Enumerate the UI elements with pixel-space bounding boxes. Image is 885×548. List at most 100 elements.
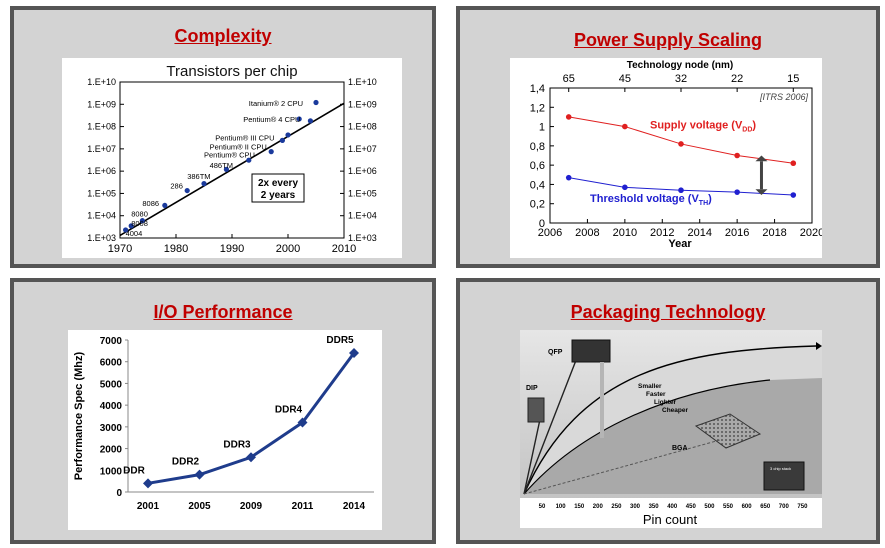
x-tick-label: 750	[797, 504, 808, 510]
ddr-point	[246, 452, 256, 463]
data-point	[285, 132, 291, 138]
x-tick-label: 500	[704, 504, 715, 510]
top-tick-label: 22	[731, 73, 743, 85]
bga-label: BGA	[672, 445, 688, 452]
trend-word: Faster	[646, 391, 666, 398]
dip-label: DIP	[526, 385, 538, 392]
transistor-chart-svg: Transistors per chip 1.E+03 1.E+03 1.E+04 1.…	[87, 63, 377, 255]
series-point	[565, 174, 572, 181]
y-tick-label: 1.E+04	[87, 211, 116, 221]
source-label: [ITRS 2006]	[759, 92, 809, 102]
series-point	[790, 160, 797, 167]
x-tick-label: 2008	[575, 227, 599, 239]
point-label: Pentium® CPU	[204, 150, 255, 159]
ddr-label: DDR	[123, 465, 145, 476]
axis-strip	[520, 498, 822, 528]
point-label: Pentium® III CPU	[215, 133, 274, 142]
y-tick-label: 6000	[100, 358, 123, 369]
y-tick-label: 1.E+07	[87, 144, 116, 154]
x-tick-label: 2011	[292, 501, 314, 512]
data-point	[307, 118, 313, 124]
arrow-to-qfp	[523, 349, 581, 495]
arrow-to-bga	[523, 439, 721, 495]
series-label: Threshold voltage (VTH)	[590, 193, 712, 207]
y-tick-label-right: 1.E+06	[348, 166, 377, 176]
x-tick-label: 1980	[164, 243, 188, 255]
y-tick-label-right: 1.E+09	[348, 99, 377, 109]
data-point	[123, 227, 129, 233]
trend-word: Smaller	[638, 383, 662, 390]
plot-frame	[549, 87, 813, 224]
annotation-box	[251, 173, 305, 203]
x-tick-label: 2010	[332, 243, 356, 255]
io-panel: I/O Performance 0 1000 2000 3000 4000 5000 600…	[10, 278, 436, 544]
data-point	[201, 181, 207, 187]
packaging-panel: Packaging Technology QFP DIP BGA 3 chip sta…	[456, 278, 880, 544]
y-tick-label: 1.E+09	[87, 99, 116, 109]
point-label: Itanium® 2 CPU	[249, 99, 303, 108]
y-tick-label: 3000	[100, 423, 123, 434]
y-tick-label: 1.E+03	[87, 233, 116, 243]
x-tick-label: 150	[574, 504, 585, 510]
data-point	[184, 187, 190, 194]
x-tick-label: 250	[611, 504, 622, 510]
data-point	[128, 223, 134, 229]
y-tick-label-right: 1.E+07	[348, 144, 377, 154]
x-tick-label: 700	[779, 504, 790, 510]
x-tick-label: 2009	[240, 501, 263, 512]
y-tick-label-right: 1.E+08	[348, 122, 377, 132]
y-tick-label: 1.E+08	[87, 122, 116, 132]
x-tick-label: 2012	[650, 227, 674, 239]
x-tick-label: 2020	[800, 227, 822, 239]
data-point	[162, 202, 168, 209]
x-tick-label: 2018	[762, 227, 786, 239]
ddr-point	[194, 469, 205, 480]
x-tick-label: 600	[742, 504, 753, 510]
x-tick-label: 1990	[220, 243, 244, 255]
trend-word: Cheaper	[662, 407, 688, 414]
gap-arrow-head-top	[755, 155, 768, 162]
y-tick-label: 1.E+10	[87, 77, 116, 87]
annotation-line-1: 2x every	[258, 178, 298, 189]
x-tick-label: 2014	[343, 501, 366, 512]
point-label: 8086	[142, 199, 159, 208]
top-axis-label: Technology node (nm)	[627, 60, 733, 71]
x-tick-label: 2016	[725, 227, 749, 239]
x-tick-label: 2000	[276, 243, 300, 255]
complexity-title: Complexity	[174, 26, 272, 46]
y-tick-label: 4000	[100, 401, 123, 412]
y-tick-label: 0,4	[530, 179, 545, 191]
y-tick-label: 1,2	[530, 102, 545, 114]
y-tick-label: 1.E+05	[87, 188, 116, 198]
ddr-point	[297, 417, 308, 428]
y-tick-label: 0,6	[530, 160, 545, 172]
packaging-title: Packaging Technology	[570, 302, 766, 322]
series-point	[734, 152, 740, 159]
series-point	[622, 184, 628, 191]
y-tick-label: 7000	[100, 336, 123, 347]
y-tick-label: 1.E+06	[87, 166, 116, 176]
y-tick-label: 1	[539, 122, 545, 134]
x-tick-label: 1970	[108, 243, 132, 255]
upper-curve-arrowhead	[816, 342, 822, 350]
point-label: Pentium® 4 CPU	[243, 115, 300, 124]
series-point	[678, 187, 684, 194]
x-tick-label: 2005	[188, 501, 211, 512]
x-tick-label: 100	[556, 504, 567, 510]
ddr-label: DDR2	[172, 457, 200, 468]
qfp-label: QFP	[548, 349, 563, 356]
x-tick-label: 400	[667, 504, 678, 510]
series-point	[734, 189, 740, 195]
ddr-point	[349, 348, 359, 359]
lower-curve	[523, 379, 771, 495]
dip-package	[527, 397, 545, 423]
power-panel: Power Supply Scaling Technology node (nm…	[456, 6, 880, 268]
data-point	[139, 218, 145, 224]
y-tick-label: 1,4	[530, 83, 545, 95]
data-point	[246, 157, 252, 163]
top-tick-label: 15	[787, 73, 799, 85]
y-tick-label-right: 1.E+10	[348, 77, 377, 87]
series-point	[790, 192, 797, 198]
trend-word: Lighter	[654, 399, 676, 406]
x-tick-label: 50	[539, 504, 546, 510]
